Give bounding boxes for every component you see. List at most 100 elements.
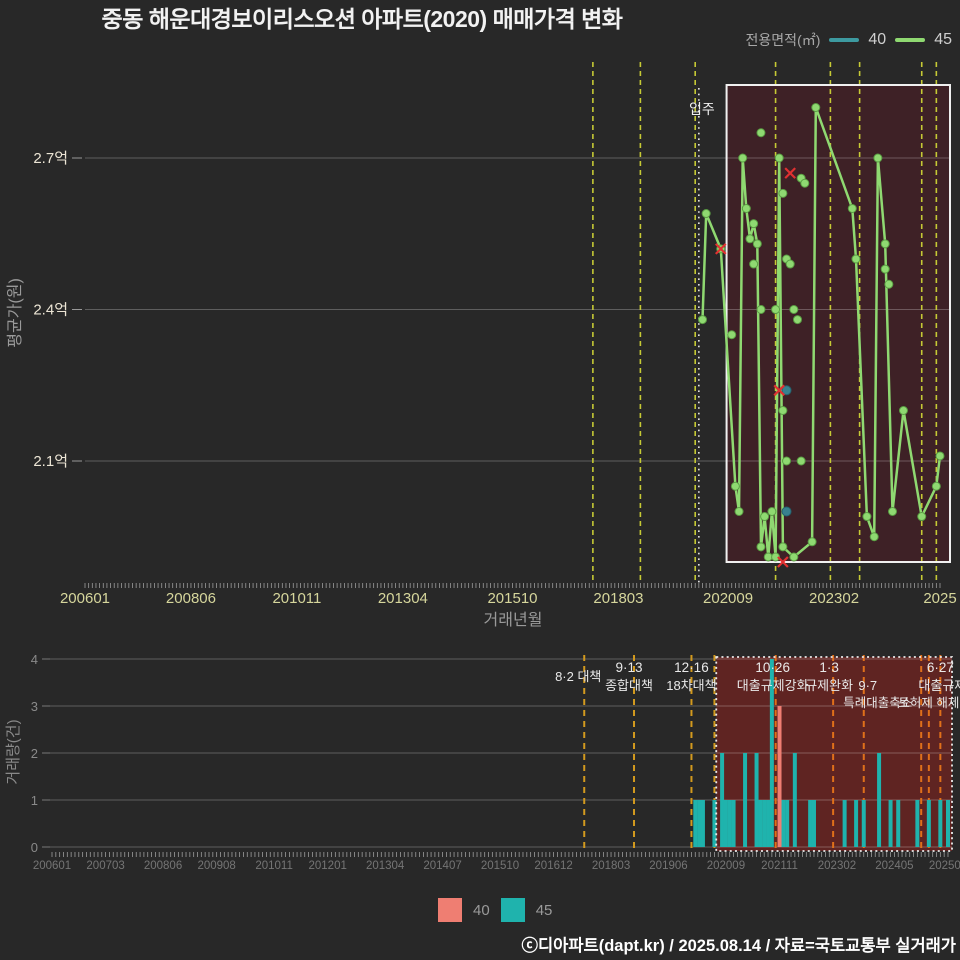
volume-bar-45[interactable] bbox=[877, 753, 882, 847]
series-45-point[interactable] bbox=[749, 219, 759, 229]
volume-bar-45[interactable] bbox=[754, 753, 759, 847]
volume-bar-45[interactable] bbox=[938, 800, 943, 847]
series-45-point[interactable] bbox=[698, 315, 707, 325]
volume-bar-45[interactable] bbox=[915, 800, 920, 847]
series-45-point[interactable] bbox=[873, 153, 883, 163]
volume-bar-45[interactable] bbox=[712, 800, 717, 847]
policy-annotation: 18차대책 bbox=[666, 678, 716, 693]
legend-swatch-40-icon[interactable] bbox=[438, 898, 462, 922]
series-45-point[interactable] bbox=[778, 188, 788, 198]
x-tick-label: 201906 bbox=[649, 860, 687, 872]
series-45-point[interactable] bbox=[782, 456, 792, 466]
cancelled-x-icon[interactable] bbox=[777, 556, 789, 568]
legend-line-45-icon[interactable] bbox=[895, 38, 926, 42]
series-45-point[interactable] bbox=[789, 552, 799, 562]
volume-bar-45[interactable] bbox=[723, 800, 728, 847]
volume-bar-45[interactable] bbox=[861, 800, 866, 847]
series-45-point[interactable] bbox=[767, 507, 777, 516]
series-40-point[interactable] bbox=[781, 385, 792, 396]
volume-bar-45[interactable] bbox=[766, 800, 771, 847]
series-45-point[interactable] bbox=[796, 456, 806, 466]
series-45-point[interactable] bbox=[935, 451, 945, 461]
volume-bar-45[interactable] bbox=[758, 800, 763, 847]
series-45-point[interactable] bbox=[888, 507, 897, 516]
series-45-point[interactable] bbox=[771, 305, 781, 314]
legend-item-45[interactable]: 45 bbox=[535, 901, 553, 919]
series-45-point[interactable] bbox=[756, 542, 766, 552]
volume-bar-45[interactable] bbox=[727, 800, 732, 847]
volume-bar-40[interactable] bbox=[777, 706, 782, 847]
volume-bar-45[interactable] bbox=[896, 800, 901, 847]
series-45-point[interactable] bbox=[789, 305, 799, 314]
series-40-point[interactable] bbox=[781, 506, 792, 517]
cancelled-x-icon[interactable] bbox=[773, 384, 786, 397]
series-45-point[interactable] bbox=[763, 552, 773, 562]
volume-bar-45[interactable] bbox=[854, 800, 859, 847]
series-45-point[interactable] bbox=[756, 305, 766, 314]
volume-bar-45[interactable] bbox=[785, 800, 790, 847]
volume-bar-45[interactable] bbox=[792, 753, 797, 847]
series-45-point[interactable] bbox=[771, 552, 781, 562]
series-45-point[interactable] bbox=[847, 204, 857, 213]
legend-item-40[interactable]: 40 bbox=[473, 901, 490, 919]
zoom-region[interactable] bbox=[726, 85, 950, 562]
series-45-point[interactable] bbox=[851, 254, 861, 264]
x-tick-label: 201803 bbox=[593, 590, 643, 607]
volume-bar-45[interactable] bbox=[743, 753, 748, 847]
series-45-point[interactable] bbox=[738, 153, 748, 163]
legend-line-40-icon[interactable] bbox=[829, 38, 860, 42]
volume-bar-45[interactable] bbox=[700, 800, 705, 847]
series-45-point[interactable] bbox=[884, 279, 894, 289]
series-45-point[interactable] bbox=[778, 542, 788, 552]
volume-bar-45[interactable] bbox=[946, 800, 950, 847]
x-tick-label: 201304 bbox=[378, 590, 428, 607]
legend-item-40[interactable]: 40 bbox=[868, 31, 887, 48]
volume-bar-45[interactable] bbox=[693, 800, 698, 847]
series-45-point[interactable] bbox=[760, 512, 770, 522]
series-45-point[interactable] bbox=[807, 537, 817, 547]
cancelled-x-icon[interactable] bbox=[784, 167, 796, 179]
series-45-point[interactable] bbox=[862, 512, 872, 522]
series-45-point[interactable] bbox=[749, 259, 759, 269]
legend-swatch-45-icon[interactable] bbox=[500, 898, 525, 922]
series-45-point[interactable] bbox=[785, 259, 795, 269]
policy-annotation: 종합대책 bbox=[605, 678, 653, 693]
legend-item-45[interactable]: 45 bbox=[934, 31, 952, 48]
volume-bar-45[interactable] bbox=[720, 753, 725, 847]
series-45-point[interactable] bbox=[898, 406, 908, 415]
series-45-point[interactable] bbox=[793, 315, 802, 325]
series-45-point[interactable] bbox=[752, 239, 762, 249]
series-45-point[interactable] bbox=[741, 204, 751, 213]
series-45-point[interactable] bbox=[917, 512, 927, 522]
volume-bar-45[interactable] bbox=[808, 800, 813, 847]
selection-border[interactable] bbox=[715, 656, 953, 852]
series-45-point[interactable] bbox=[811, 103, 821, 112]
series-45-point[interactable] bbox=[730, 481, 740, 491]
volume-bar-45[interactable] bbox=[781, 800, 786, 847]
series-45-point[interactable] bbox=[756, 128, 766, 138]
volume-bar-45[interactable] bbox=[697, 800, 702, 847]
x-tick-label: 202111 bbox=[761, 860, 798, 872]
volume-bar-45[interactable] bbox=[842, 800, 847, 847]
series-45-point[interactable] bbox=[727, 330, 737, 340]
volume-bar-45[interactable] bbox=[762, 800, 767, 847]
series-45-point[interactable] bbox=[734, 507, 744, 516]
series-45-point[interactable] bbox=[880, 239, 890, 249]
x-tick-label: 200806 bbox=[144, 860, 182, 872]
volume-bar-45[interactable] bbox=[769, 659, 774, 847]
series-45-point[interactable] bbox=[800, 178, 810, 188]
series-45-point[interactable] bbox=[778, 406, 788, 415]
volume-bar-45[interactable] bbox=[926, 800, 931, 847]
volume-bar-45[interactable] bbox=[731, 800, 736, 847]
series-45-point[interactable] bbox=[931, 481, 941, 491]
series-45-point[interactable] bbox=[701, 209, 711, 219]
series-45-point[interactable] bbox=[880, 264, 890, 274]
cancelled-x-icon[interactable] bbox=[714, 243, 727, 255]
volume-bar-45[interactable] bbox=[888, 800, 893, 847]
series-45-point[interactable] bbox=[745, 234, 755, 244]
series-45-point[interactable] bbox=[774, 153, 784, 163]
volume-bar-45[interactable] bbox=[811, 800, 816, 847]
series-45-point[interactable] bbox=[869, 532, 879, 542]
